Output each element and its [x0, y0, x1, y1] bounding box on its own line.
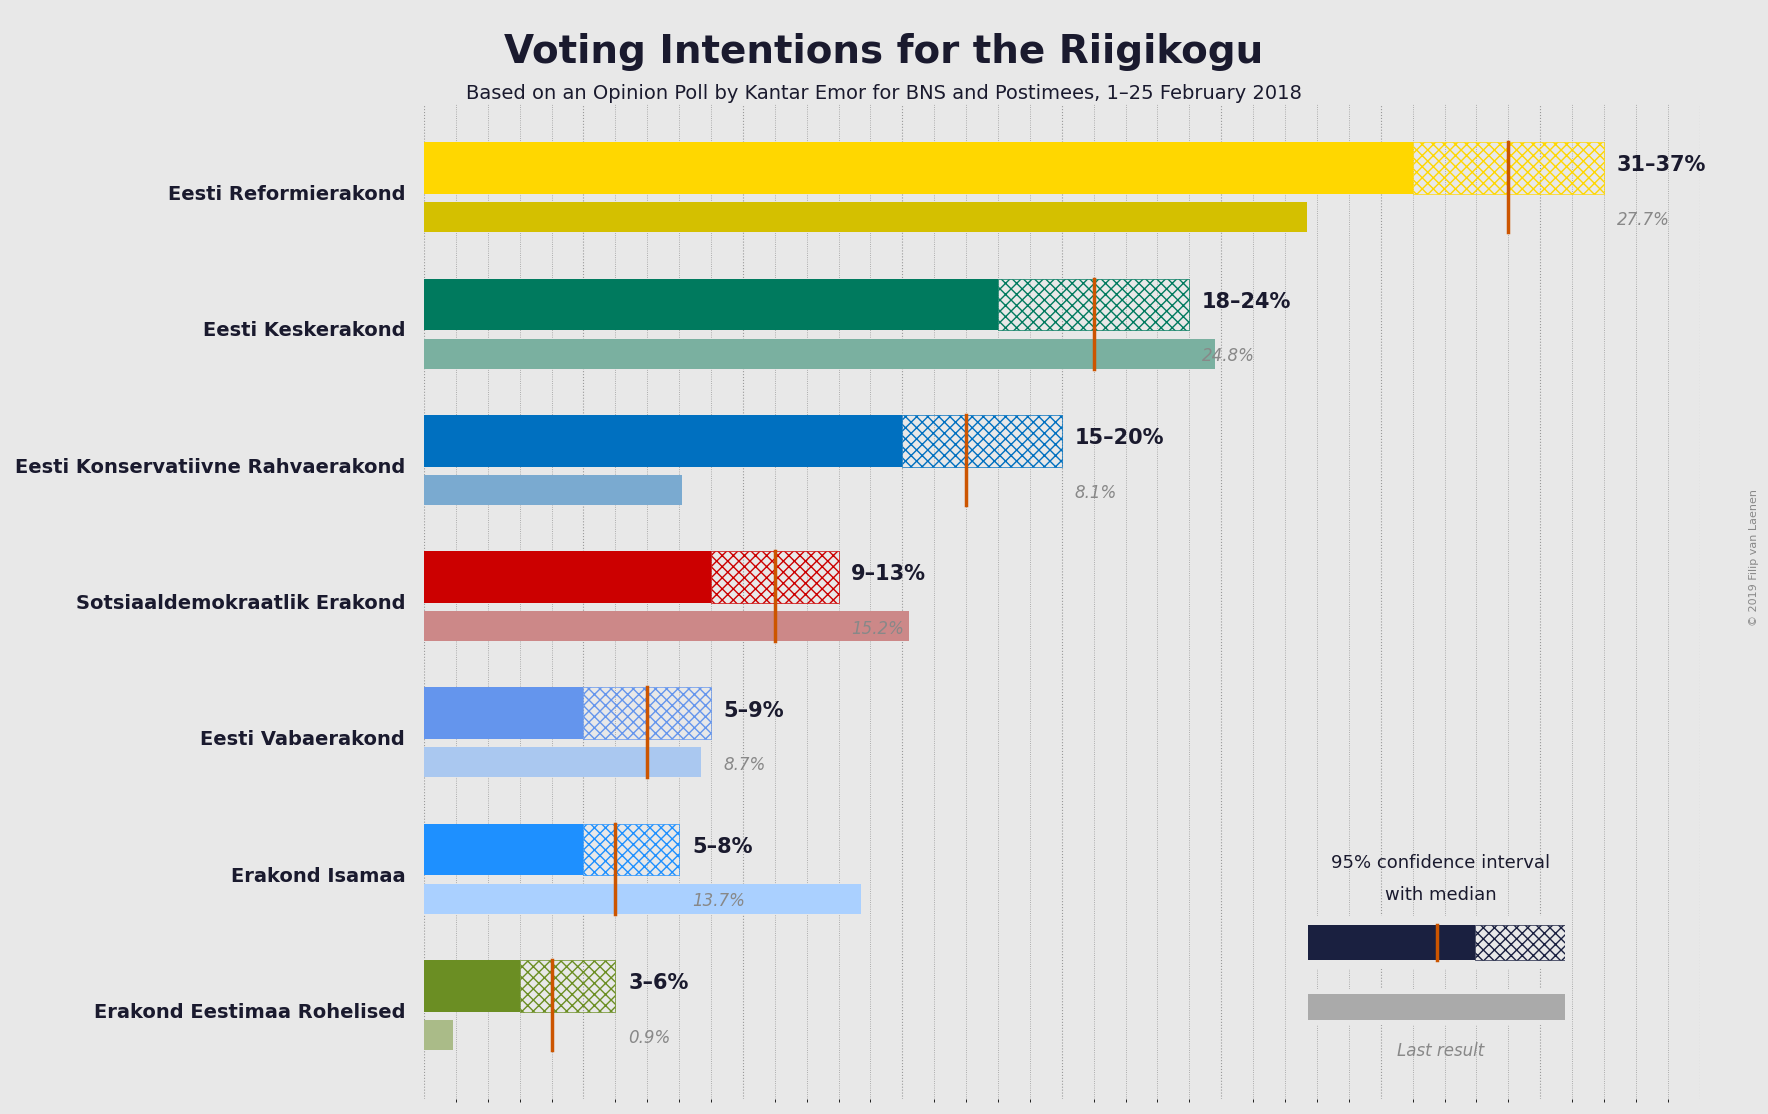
Text: 5–9%: 5–9% [723, 701, 785, 721]
Text: 9–13%: 9–13% [852, 565, 926, 585]
Bar [999, 278, 1190, 331]
Text: Voting Intentions for the Riigikogu: Voting Intentions for the Riigikogu [504, 33, 1264, 71]
Bar [424, 747, 702, 778]
Bar [424, 823, 583, 876]
Bar [583, 823, 679, 876]
Text: 15.2%: 15.2% [852, 619, 903, 638]
Text: with median: with median [1384, 886, 1497, 903]
Text: 5–8%: 5–8% [691, 837, 753, 857]
Text: 95% confidence interval: 95% confidence interval [1331, 854, 1551, 872]
Text: 3–6%: 3–6% [628, 974, 688, 994]
Bar [424, 883, 861, 913]
Bar [1413, 143, 1604, 194]
Bar [424, 278, 999, 331]
Text: 8.1%: 8.1% [1075, 483, 1117, 501]
Bar [424, 475, 682, 505]
Bar [424, 960, 520, 1012]
Text: 18–24%: 18–24% [1202, 292, 1291, 312]
Text: Based on an Opinion Poll by Kantar Emor for BNS and Postimees, 1–25 February 201: Based on an Opinion Poll by Kantar Emor … [467, 84, 1301, 102]
Bar [1308, 925, 1475, 960]
Text: 24.8%: 24.8% [1202, 348, 1255, 365]
Bar [520, 960, 615, 1012]
Bar [424, 687, 583, 740]
Text: Last result: Last result [1397, 1042, 1485, 1059]
Text: 15–20%: 15–20% [1075, 428, 1163, 448]
Text: 8.7%: 8.7% [723, 756, 766, 774]
Bar [1308, 994, 1565, 1020]
Bar [583, 687, 711, 740]
Bar [424, 414, 902, 467]
Text: 0.9%: 0.9% [628, 1028, 670, 1047]
Bar [711, 551, 838, 603]
Text: 27.7%: 27.7% [1616, 211, 1669, 229]
Text: 31–37%: 31–37% [1616, 156, 1706, 175]
Bar [424, 551, 711, 603]
Bar [424, 339, 1215, 369]
Text: © 2019 Filip van Laenen: © 2019 Filip van Laenen [1749, 489, 1759, 625]
Bar [902, 414, 1063, 467]
Bar [1475, 925, 1565, 960]
Bar [424, 1020, 453, 1049]
Bar [424, 143, 1413, 194]
Bar [424, 612, 909, 641]
Bar [424, 203, 1307, 232]
Text: 13.7%: 13.7% [691, 892, 744, 910]
